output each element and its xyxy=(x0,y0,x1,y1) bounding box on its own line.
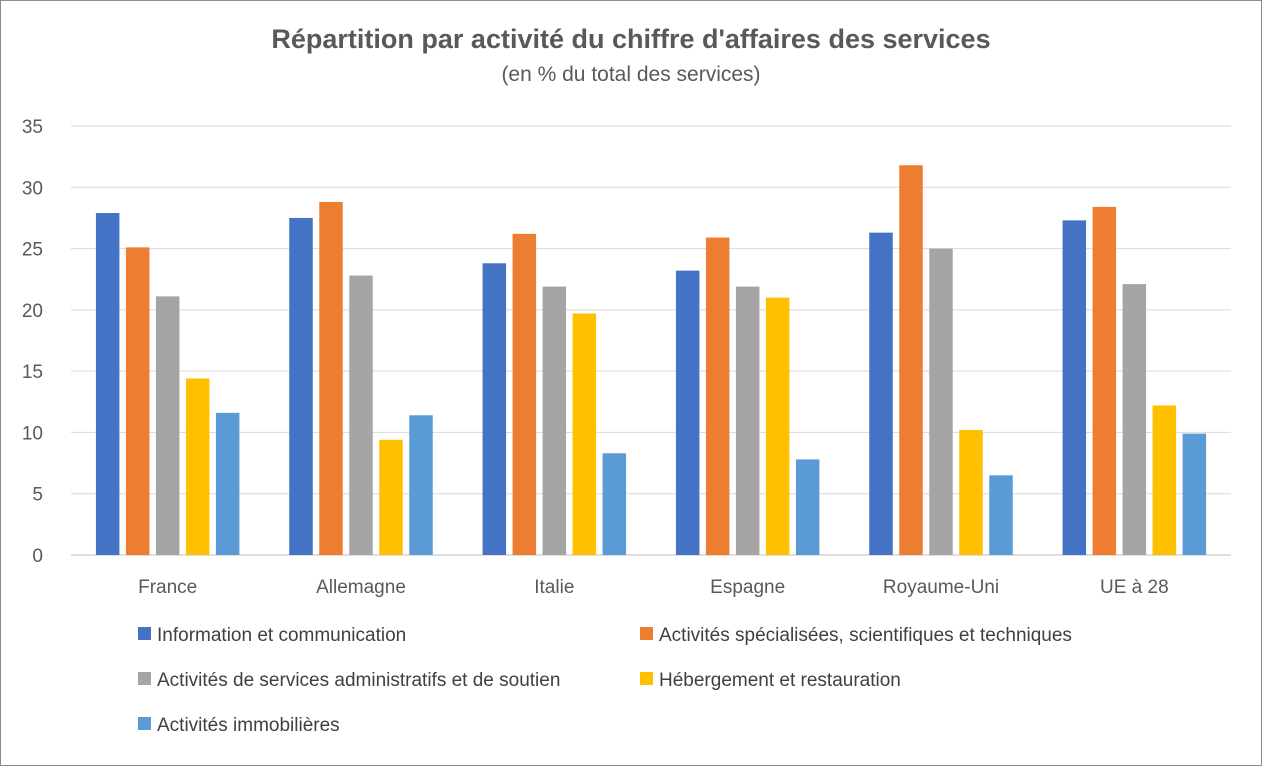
legend-swatch xyxy=(640,672,653,685)
x-tick-label: UE à 28 xyxy=(1100,577,1169,598)
bar xyxy=(765,297,790,555)
legend-swatch xyxy=(138,672,151,685)
bar xyxy=(125,247,150,556)
y-tick-label: 35 xyxy=(22,117,43,138)
legend-swatch xyxy=(138,717,151,730)
bar xyxy=(1062,220,1087,555)
bar xyxy=(989,475,1013,555)
y-tick-label: 30 xyxy=(22,178,43,199)
bar xyxy=(1122,284,1147,555)
bar xyxy=(319,201,343,555)
chart-subtitle: (en % du total des services) xyxy=(501,63,761,86)
y-tick-label: 25 xyxy=(22,240,43,261)
bar xyxy=(215,412,240,555)
x-tick-label: Royaume-Uni xyxy=(883,577,999,598)
bar xyxy=(409,415,433,555)
bar xyxy=(379,439,403,555)
bar xyxy=(95,213,120,556)
bar xyxy=(795,459,820,555)
legend-swatch xyxy=(640,627,653,640)
bar xyxy=(1182,433,1207,555)
bar xyxy=(959,429,983,555)
bar xyxy=(735,286,760,555)
bar xyxy=(572,313,597,555)
bar xyxy=(929,248,953,556)
bar xyxy=(869,232,893,555)
bar xyxy=(512,233,537,555)
bar xyxy=(1092,206,1117,555)
bar xyxy=(899,165,923,556)
legend-label: Activités de services administratifs et … xyxy=(157,670,560,691)
y-tick-label: 15 xyxy=(22,362,43,383)
bar xyxy=(675,270,700,555)
bar xyxy=(602,453,627,555)
x-tick-label: Espagne xyxy=(710,577,785,598)
y-tick-label: 20 xyxy=(22,301,43,322)
bar xyxy=(349,275,373,555)
legend-label: Activités immobilières xyxy=(157,715,340,736)
bar xyxy=(705,237,730,556)
legend-swatch xyxy=(138,627,151,640)
y-tick-label: 10 xyxy=(22,423,43,444)
bar xyxy=(482,263,507,555)
bar xyxy=(289,217,313,555)
bar xyxy=(155,296,180,555)
bar xyxy=(1152,405,1177,555)
x-tick-label: Allemagne xyxy=(316,577,406,598)
legend-label: Information et communication xyxy=(157,625,406,646)
legend-label: Hébergement et restauration xyxy=(659,670,901,691)
chart-title: Répartition par activité du chiffre d'af… xyxy=(271,24,991,54)
x-tick-label: France xyxy=(138,577,197,598)
y-tick-label: 0 xyxy=(32,546,43,567)
y-tick-label: 5 xyxy=(32,485,43,506)
bar xyxy=(185,378,210,555)
x-tick-label: Italie xyxy=(534,577,574,598)
bar xyxy=(542,286,567,555)
legend-label: Activités spécialisées, scientifiques et… xyxy=(659,625,1072,646)
